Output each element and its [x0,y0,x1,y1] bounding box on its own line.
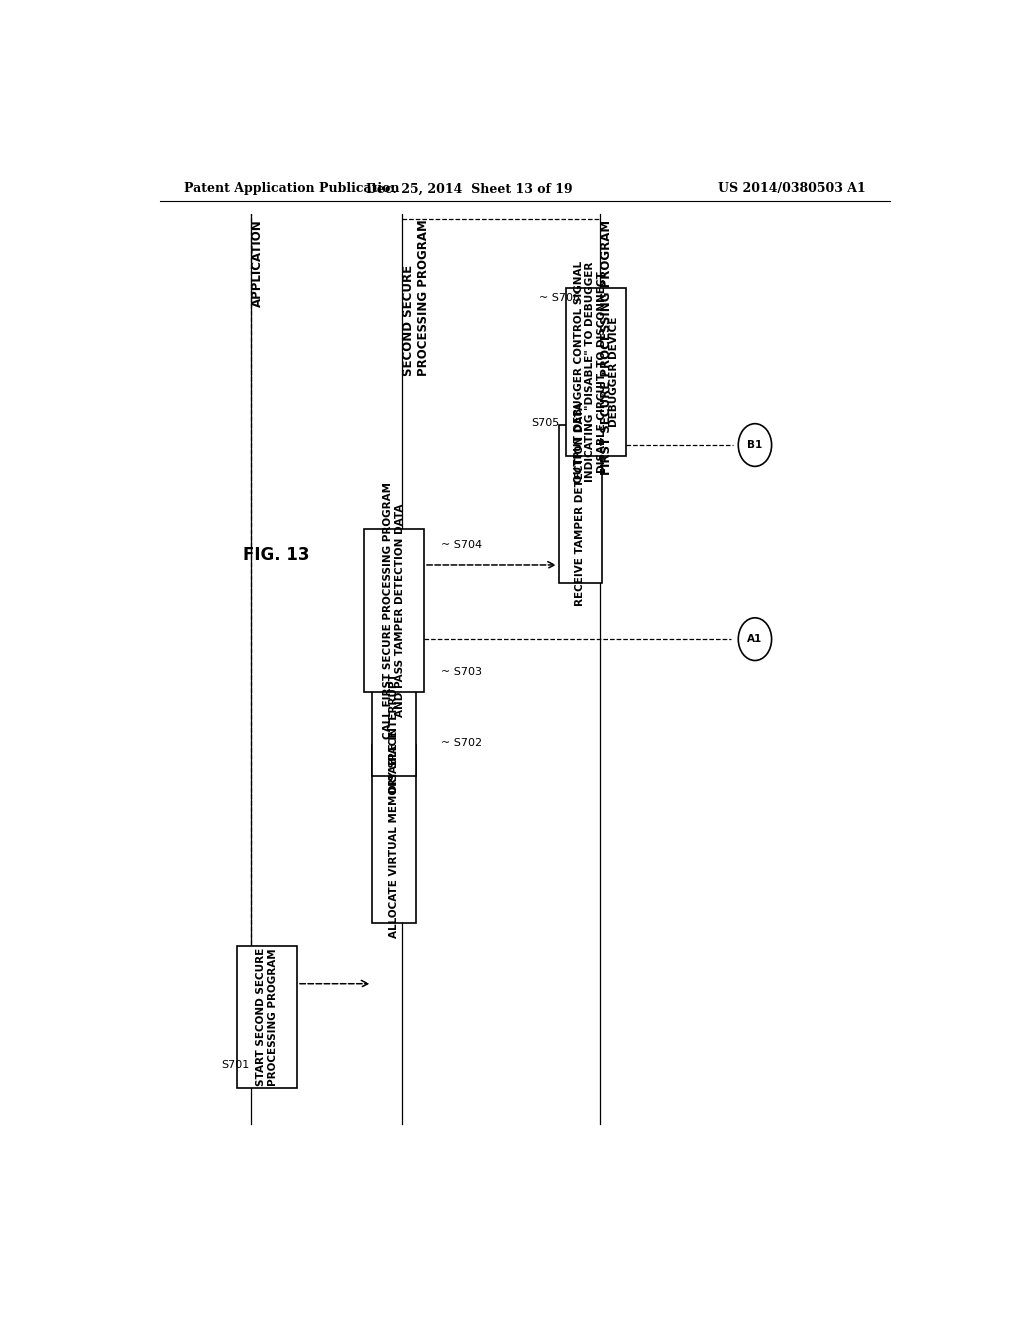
Text: A1: A1 [748,634,763,644]
Text: S705: S705 [531,417,559,428]
Bar [238,946,297,1089]
Text: ~ S702: ~ S702 [441,738,482,748]
Text: APPLICATION: APPLICATION [251,219,264,308]
Bar [372,746,416,923]
Text: ~ S703: ~ S703 [441,667,482,677]
Text: START SECOND SECURE
PROCESSING PROGRAM: START SECOND SECURE PROCESSING PROGRAM [256,948,278,1086]
Text: ~ S704: ~ S704 [441,540,482,549]
Text: Dec. 25, 2014  Sheet 13 of 19: Dec. 25, 2014 Sheet 13 of 19 [366,182,572,195]
Text: US 2014/0380503 A1: US 2014/0380503 A1 [718,182,866,195]
Text: CALL FIRST SECURE PROCESSING PROGRAM
AND PASS TAMPER DETECTION DATA: CALL FIRST SECURE PROCESSING PROGRAM AND… [383,482,404,739]
Text: ALLOCATE VIRTUAL MEMORY SPACE: ALLOCATE VIRTUAL MEMORY SPACE [389,730,399,939]
Bar [365,529,424,692]
Text: FIG. 13: FIG. 13 [243,545,309,564]
Text: Patent Application Publication: Patent Application Publication [183,182,399,195]
Text: FIRST SECURE PROCESSING PROGRAM: FIRST SECURE PROCESSING PROGRAM [600,219,613,474]
Bar [372,689,416,776]
Text: ~ S706: ~ S706 [539,293,580,302]
Text: S701: S701 [221,1060,250,1071]
Text: B1: B1 [748,440,763,450]
Bar [558,425,602,582]
Text: OUTPUT DEBUGGER CONTROL SIGNAL
INDICATING "DISABLE" TO DEBUGGER
DISABLE CIRCUIT,: OUTPUT DEBUGGER CONTROL SIGNAL INDICATIN… [573,261,618,483]
Bar [566,288,626,455]
Text: RECEIVE TAMPER DETECTION DATA: RECEIVE TAMPER DETECTION DATA [575,401,586,606]
Text: SECOND SECURE
PROCESSING PROGRAM: SECOND SECURE PROCESSING PROGRAM [401,219,430,376]
Text: DISABLE INTERRUPT: DISABLE INTERRUPT [389,673,399,792]
